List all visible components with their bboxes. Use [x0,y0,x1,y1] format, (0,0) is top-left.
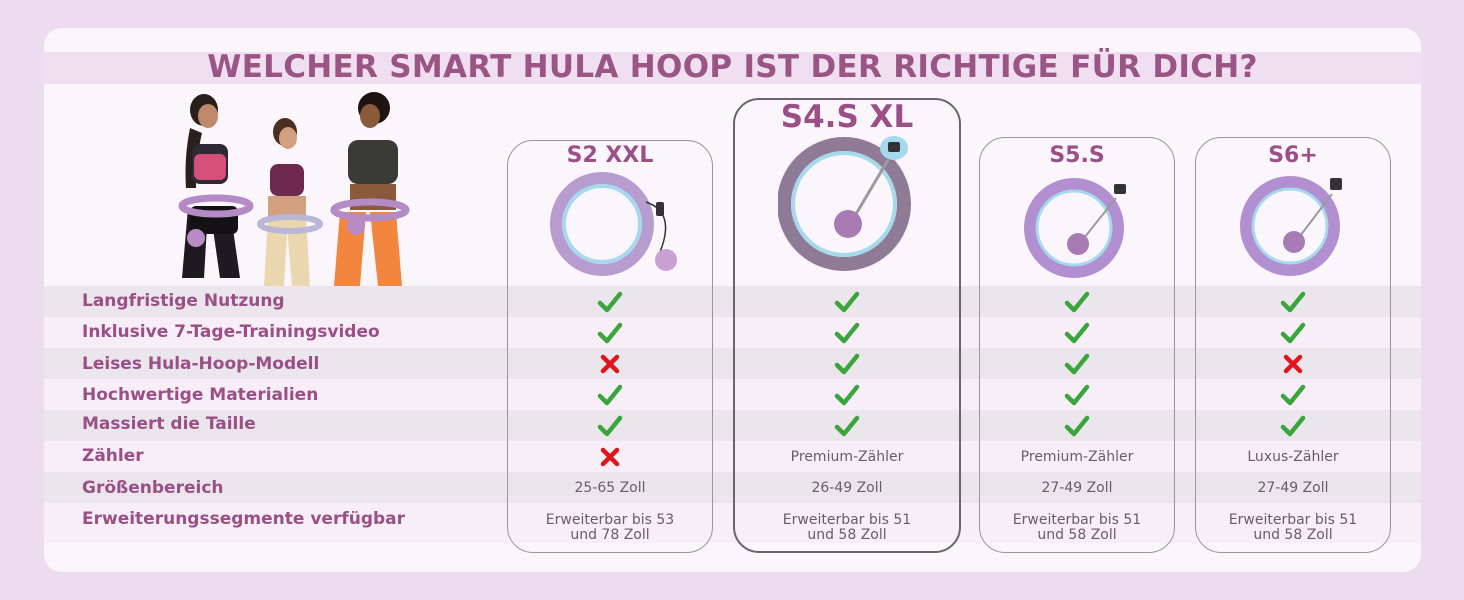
check-icon [597,415,623,437]
table-cell-line: Erweiterbar bis 53 [545,512,675,528]
check-icon [1280,322,1306,344]
title-band [44,52,1421,84]
product-column-s6plus[interactable] [1195,137,1391,553]
table-cell: Erweiterbar bis 51 und 58 Zoll [1203,513,1383,543]
product-column-s2-xxl[interactable] [507,140,713,553]
women-with-hula-hoops-photo [178,92,410,286]
table-cell-line: Erweiterbar bis 51 [1228,512,1358,528]
check-icon [834,353,860,375]
table-cell: 25-65 Zoll [574,480,646,496]
check-icon [1064,415,1090,437]
product-name: S6+ [1268,143,1318,168]
check-icon [1280,415,1306,437]
cross-icon [600,354,620,374]
hoop-image-s4s-xl [778,136,911,271]
product-name: S4.S XL [780,99,914,135]
check-icon [597,322,623,344]
hoop-image-s6plus [1240,176,1342,276]
feature-label: Inklusive 7-Tage-Trainingsvideo [82,322,380,342]
row-stripe [44,379,1421,410]
check-icon [1064,353,1090,375]
feature-label: Massiert die Taille [82,414,256,434]
feature-label: Hochwertige Materialien [82,385,319,405]
feature-label: Leises Hula-Hoop-Modell [82,354,320,374]
page-title: WELCHER SMART HULA HOOP IST DER RICHTIGE… [207,49,1258,85]
check-icon [834,415,860,437]
table-cell: Luxus-Zähler [1247,449,1339,465]
hoop-image-s5s [1024,178,1126,278]
row-stripe [44,410,1421,441]
row-stripe [44,472,1421,503]
hoop-image-s2-xxl [550,172,677,276]
check-icon [1280,291,1306,313]
row-stripe [44,348,1421,379]
table-cell-line: und 58 Zoll [1037,527,1117,543]
check-icon [1064,291,1090,313]
row-stripe [44,317,1421,348]
feature-label: Langfristige Nutzung [82,291,285,311]
table-cell: Erweiterbar bis 51 und 58 Zoll [987,513,1167,543]
table-cell: 26-49 Zoll [811,480,883,496]
row-stripe [44,441,1421,472]
product-name: S2 XXL [566,143,654,168]
table-cell-line: und 58 Zoll [1253,527,1333,543]
table-cell-line: Erweiterbar bis 51 [782,512,912,528]
check-icon [1064,322,1090,344]
check-icon [834,291,860,313]
cross-icon [600,447,620,467]
table-cell: Erweiterbar bis 53 und 78 Zoll [520,513,700,543]
table-cell-line: Erweiterbar bis 51 [1012,512,1142,528]
feature-label: Zähler [82,446,144,466]
table-cell: 27-49 Zoll [1041,480,1113,496]
check-icon [1064,384,1090,406]
product-column-s5s[interactable] [979,137,1175,553]
check-icon [597,384,623,406]
table-cell-line: und 58 Zoll [807,527,887,543]
feature-label: Erweiterungssegmente verfügbar [82,509,406,529]
feature-label: Größenbereich [82,478,224,498]
table-cell: Premium-Zähler [790,449,904,465]
product-column-s4s-xl[interactable] [733,98,961,553]
table-cell: 27-49 Zoll [1257,480,1329,496]
cross-icon [1283,354,1303,374]
check-icon [1280,384,1306,406]
table-cell: Erweiterbar bis 51 und 58 Zoll [757,513,937,543]
check-icon [834,322,860,344]
check-icon [834,384,860,406]
product-name: S5.S [1049,143,1105,168]
row-stripe [44,286,1421,317]
table-cell-line: und 78 Zoll [570,527,650,543]
check-icon [597,291,623,313]
row-stripe [44,503,1421,543]
table-cell: Premium-Zähler [1020,449,1134,465]
